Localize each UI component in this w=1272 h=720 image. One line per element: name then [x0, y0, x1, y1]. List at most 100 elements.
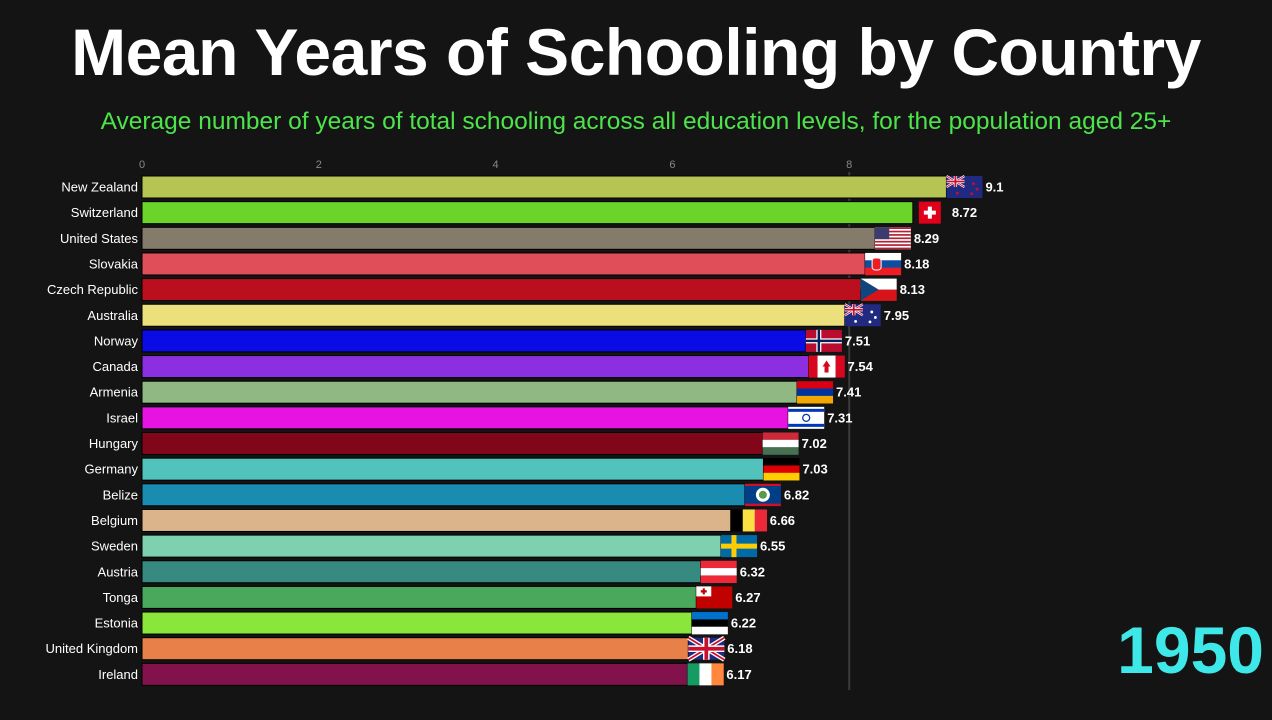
flag-bz-icon: [744, 483, 781, 507]
bar: [141, 201, 914, 225]
bar-row: Estonia 6.22: [95, 611, 756, 635]
category-label: Slovakia: [89, 256, 139, 271]
value-label: 8.72: [952, 205, 977, 220]
category-label: Tonga: [103, 590, 139, 605]
bar: [141, 303, 846, 327]
value-label: 6.55: [760, 539, 785, 554]
category-label: United States: [60, 231, 139, 246]
bar: [141, 355, 810, 379]
flag-de-icon: [763, 458, 800, 481]
chart-subtitle: Average number of years of total schooli…: [100, 108, 1172, 135]
value-label: 7.95: [884, 308, 909, 323]
bar: [141, 380, 798, 404]
flag-at-icon: [700, 560, 737, 584]
flag-to-icon: [696, 586, 733, 609]
bar: [141, 252, 866, 276]
bar: [141, 329, 807, 353]
value-label: 8.29: [914, 231, 939, 246]
category-label: Estonia: [95, 616, 139, 631]
bar: [141, 585, 697, 609]
year-label: 1950: [1117, 613, 1264, 687]
bar: [141, 226, 876, 250]
flag-au-icon: [844, 303, 881, 327]
bar-row: Armenia 7.41: [90, 380, 861, 404]
value-label: 6.17: [726, 667, 751, 682]
bar: [141, 534, 722, 558]
bar-row: Ireland 6.17: [98, 662, 752, 686]
value-label: 7.51: [845, 333, 870, 348]
bar-row: Tonga 6.27: [103, 585, 761, 609]
flag-gb-icon: [687, 635, 726, 662]
value-label: 6.66: [770, 513, 795, 528]
bar-row: Canada 7.54: [92, 355, 874, 379]
bar-row: Israel 7.31: [106, 406, 853, 430]
flag-ee-icon: [691, 612, 728, 635]
chart-title: Mean Years of Schooling by Country: [71, 15, 1201, 89]
category-label: Czech Republic: [47, 282, 139, 297]
x-tick-label: 0: [139, 159, 145, 171]
bar-row: New Zealand 9.1: [61, 175, 1004, 199]
bar: [141, 611, 693, 635]
category-label: Switzerland: [71, 205, 138, 220]
value-label: 6.82: [784, 487, 809, 502]
flag-sk-icon: [865, 252, 902, 276]
bar: [141, 432, 764, 455]
value-label: 7.41: [836, 385, 861, 400]
flag-hu-icon: [762, 432, 799, 455]
value-label: 6.18: [727, 641, 752, 656]
bar: [141, 662, 688, 686]
bar: [141, 175, 947, 199]
bar: [141, 483, 746, 507]
bar-row: Germany 7.03: [85, 457, 828, 481]
bar: [141, 560, 702, 584]
value-label: 6.32: [740, 564, 765, 579]
category-label: Hungary: [89, 436, 139, 451]
bar-row: Norway 7.51: [94, 329, 870, 353]
category-label: Israel: [106, 410, 138, 425]
flag-be-icon: [730, 509, 768, 532]
x-tick-label: 8: [846, 159, 852, 171]
flag-nz-icon: [945, 175, 983, 198]
flag-il-icon: [788, 406, 825, 429]
category-label: Australia: [87, 308, 138, 323]
flag-se-icon: [721, 535, 758, 558]
value-label: 8.13: [900, 282, 925, 297]
value-label: 7.03: [802, 462, 827, 477]
category-label: Armenia: [90, 385, 139, 400]
bar-row: Belize 6.82: [103, 483, 809, 507]
value-label: 8.18: [904, 256, 929, 271]
value-label: 7.02: [802, 436, 827, 451]
flag-ch-icon: [918, 201, 941, 224]
bar: [141, 457, 764, 481]
category-label: United Kingdom: [46, 641, 139, 656]
flag-cz-icon: [860, 278, 897, 301]
category-label: Norway: [94, 333, 139, 348]
bar-row: Hungary 7.02: [89, 432, 827, 455]
bar-row: Belgium 6.66: [91, 508, 795, 532]
bar-row: Sweden 6.55: [91, 534, 785, 558]
category-label: Ireland: [98, 667, 138, 682]
bar-row: Austria 6.32: [98, 560, 765, 584]
flag-us-icon: [874, 227, 911, 250]
bar-row: United Kingdom 6.18: [46, 635, 753, 662]
category-label: Belgium: [91, 513, 138, 528]
flag-no-icon: [805, 329, 842, 352]
bar: [141, 278, 862, 302]
value-label: 7.54: [848, 359, 874, 374]
bar: [141, 637, 689, 661]
bar-row: Australia 7.95: [87, 303, 909, 327]
category-label: Belize: [103, 487, 138, 502]
value-label: 9.1: [985, 180, 1003, 195]
bar-row: Switzerland 8.72: [71, 201, 977, 225]
flag-ca-icon: [808, 355, 845, 378]
x-tick-label: 2: [316, 159, 322, 171]
value-label: 6.27: [735, 590, 760, 605]
bar-row: United States 8.29: [60, 226, 939, 250]
flag-ie-icon: [687, 663, 724, 686]
bar-row: Czech Republic 8.13: [47, 278, 925, 302]
category-label: Sweden: [91, 539, 138, 554]
category-label: Canada: [92, 359, 138, 374]
bar-row: Slovakia 8.18: [89, 252, 929, 276]
bar: [141, 406, 789, 430]
